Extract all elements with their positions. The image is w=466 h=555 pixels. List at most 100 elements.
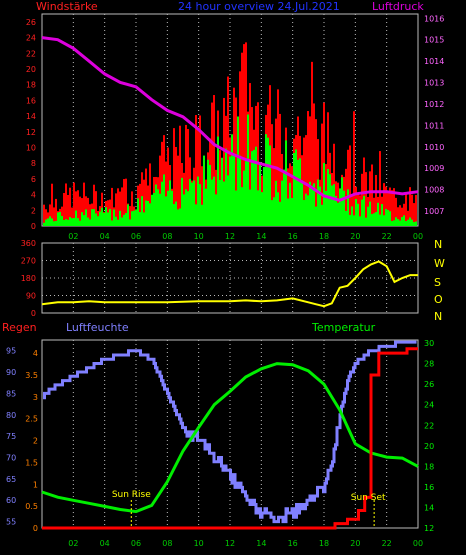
average-bar — [369, 201, 371, 226]
gust-bar — [393, 188, 395, 226]
gust-bar — [401, 207, 403, 226]
average-bar — [79, 220, 81, 226]
humidity-tick-label: 70 — [6, 454, 16, 463]
gust-bar — [129, 206, 131, 226]
pressure-line — [41, 36, 419, 202]
gust-bar — [313, 103, 315, 226]
average-bar — [383, 215, 385, 226]
average-bar — [405, 221, 407, 226]
average-bar — [71, 218, 73, 226]
wind-tick-label: 0 — [31, 222, 36, 231]
average-bar — [353, 215, 355, 226]
average-bar — [287, 198, 289, 226]
average-bar — [385, 208, 387, 226]
gust-bar — [275, 118, 277, 226]
gust-bar — [43, 204, 45, 226]
gust-bar — [159, 155, 161, 226]
average-bar — [149, 203, 151, 226]
average-bar — [203, 155, 205, 226]
temperature-y-tick-labels: 12 14 16 18 20 22 24 26 28 30 — [424, 339, 434, 533]
average-bar — [111, 220, 113, 226]
gust-bar — [223, 97, 225, 227]
x-tick-label: 06 — [131, 232, 141, 241]
gust-bar — [123, 179, 125, 226]
average-bar — [415, 221, 417, 226]
average-bar — [349, 214, 351, 226]
average-bar — [263, 167, 265, 226]
average-bar — [127, 204, 129, 226]
gust-bar — [69, 187, 71, 226]
average-bar — [235, 190, 237, 226]
gust-bar — [89, 204, 91, 226]
gust-bar — [119, 191, 121, 226]
gust-bar — [365, 172, 367, 226]
average-bar — [399, 220, 401, 226]
direction-tick-label: 90 — [26, 292, 36, 301]
average-bar — [347, 189, 349, 226]
average-bar — [391, 221, 393, 226]
average-bar — [317, 179, 319, 226]
average-bar — [217, 136, 219, 226]
humidity-tick-label: 85 — [6, 389, 16, 398]
gust-bar — [379, 151, 381, 226]
average-bar — [293, 153, 295, 226]
gust-bar — [165, 161, 167, 226]
gust-bar — [177, 155, 179, 226]
average-bar — [65, 219, 67, 226]
gust-bar — [83, 182, 85, 226]
average-bar — [225, 148, 227, 226]
average-bar — [115, 216, 117, 226]
x-tick-label: 04 — [100, 539, 110, 548]
average-bar — [129, 219, 131, 226]
average-bar — [335, 196, 337, 226]
average-bar — [51, 218, 53, 226]
pressure-tick-label: 1013 — [424, 79, 444, 88]
gust-bar — [195, 115, 197, 226]
average-bar — [155, 184, 157, 226]
gust-bar — [399, 205, 401, 226]
gust-bar — [213, 95, 215, 227]
average-bar — [237, 116, 239, 226]
average-bar — [311, 185, 313, 226]
x-tick-label: 18 — [319, 539, 329, 548]
x-tick-label: 00 — [413, 232, 423, 241]
x-tick-label: 18 — [319, 232, 329, 241]
average-bar — [165, 196, 167, 226]
gust-bar — [309, 116, 311, 226]
x-tick-label: 10 — [194, 232, 204, 241]
average-bar — [333, 184, 335, 226]
gust-bar — [111, 187, 113, 226]
gust-bar — [245, 42, 247, 226]
average-bar — [77, 218, 79, 226]
compass-letter: N — [434, 238, 442, 251]
gust-bar — [241, 52, 243, 226]
average-bar — [257, 190, 259, 226]
x-tick-label: 16 — [288, 539, 298, 548]
x-tick-label: 14 — [256, 539, 266, 548]
average-bar — [319, 186, 321, 226]
gust-bar — [149, 163, 151, 226]
average-wind-bars — [43, 114, 417, 226]
average-bar — [117, 219, 119, 226]
average-bar — [175, 201, 177, 226]
average-bar — [55, 220, 57, 226]
average-bar — [223, 181, 225, 226]
average-bar — [291, 197, 293, 226]
direction-panel-grid — [42, 243, 418, 313]
average-bar — [413, 222, 415, 226]
average-bar — [133, 210, 135, 226]
gust-bar — [95, 191, 97, 226]
gust-bar — [349, 145, 351, 226]
average-bar — [63, 220, 65, 226]
average-bar — [387, 209, 389, 226]
average-bar — [339, 188, 341, 226]
gust-bar — [51, 183, 53, 226]
gust-bar — [167, 147, 169, 226]
rain-tick-label: 2.5 — [25, 415, 38, 424]
average-bar — [113, 209, 115, 226]
average-bar — [365, 217, 367, 226]
average-bar — [373, 213, 375, 226]
average-bar — [303, 200, 305, 226]
wind-tick-label: 22 — [26, 49, 36, 58]
average-bar — [243, 170, 245, 226]
